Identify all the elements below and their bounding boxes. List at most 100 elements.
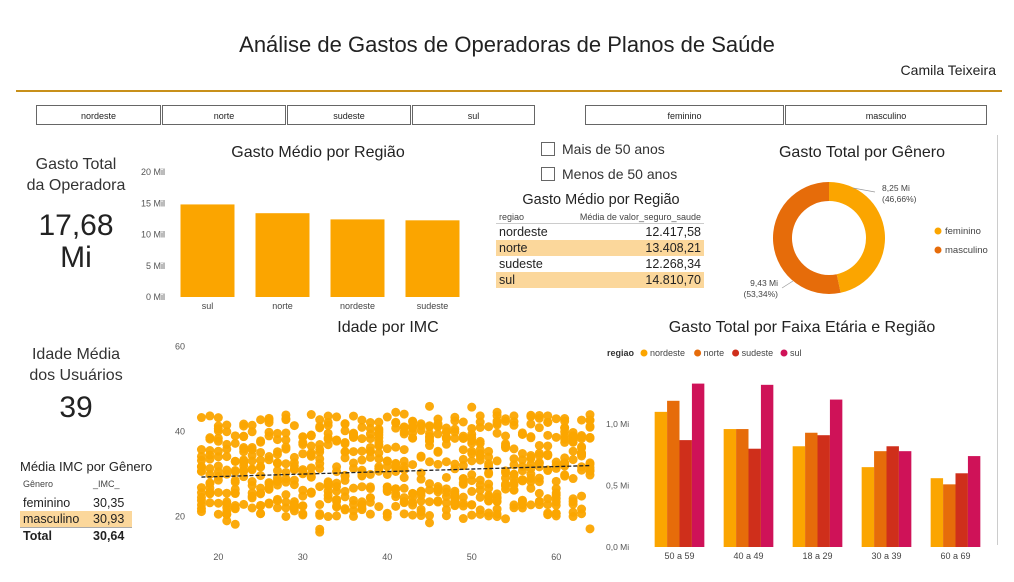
x-tick-label: 30 — [298, 552, 308, 562]
imc-header-row: Gênero _IMC_ — [20, 478, 132, 490]
scatter-point — [501, 468, 511, 478]
scatter-point — [568, 499, 578, 509]
scatter-point — [332, 462, 342, 472]
scatter-point — [458, 445, 468, 455]
scatter-point — [467, 436, 477, 446]
scatter-point — [475, 451, 485, 461]
scatter-point — [332, 495, 342, 505]
scatter-point — [272, 480, 282, 490]
scatter-point — [458, 417, 468, 427]
scatter-point — [450, 416, 460, 426]
scatter-point — [256, 447, 266, 457]
scatter-point — [222, 427, 232, 437]
scatter-point — [298, 438, 308, 448]
scatter-point — [526, 483, 536, 493]
scatter-point — [391, 417, 401, 427]
scatter-point — [382, 444, 392, 454]
scatter-point — [450, 464, 460, 474]
scatter-point — [256, 437, 266, 447]
scatter-point — [298, 485, 308, 495]
scatter-point — [433, 484, 443, 494]
scatter-point — [577, 434, 587, 444]
scatter-point — [374, 502, 384, 512]
scatter-point — [585, 465, 595, 475]
bar — [817, 435, 830, 547]
scatter-point — [475, 509, 485, 519]
trend-line — [201, 464, 591, 478]
scatter-point — [332, 511, 342, 521]
scatter-point — [365, 469, 375, 479]
table-row[interactable]: sudeste 12.268,34 — [496, 256, 704, 272]
scatter-point — [230, 431, 240, 441]
scatter-point — [205, 411, 215, 421]
slicer-gender-masculino[interactable]: masculino — [785, 105, 987, 125]
imc-row[interactable]: feminino 30,35 — [20, 490, 132, 511]
checkbox-under-50-label: Menos de 50 anos — [562, 166, 678, 182]
y-tick-label: 60 — [175, 341, 185, 351]
scatter-point — [399, 473, 409, 483]
scatter-point — [256, 455, 266, 465]
scatter-point — [433, 429, 443, 439]
scatter-point — [230, 467, 240, 477]
bar — [255, 213, 310, 297]
scatter-point — [357, 455, 367, 465]
scatter-point — [391, 459, 401, 469]
y-tick-label: 15 Mil — [141, 198, 165, 208]
slicer-gender-feminino[interactable]: feminino — [585, 105, 784, 125]
bar — [829, 399, 843, 547]
scatter-point — [526, 459, 536, 469]
legend-label: feminino — [945, 226, 981, 237]
scatter-point — [247, 427, 257, 437]
scatter-point — [357, 446, 367, 456]
table-row[interactable]: nordeste 12.417,58 — [496, 224, 704, 241]
scatter-point — [306, 487, 316, 497]
scatter-point — [272, 447, 282, 457]
table-cell-regiao: norte — [499, 241, 528, 255]
scatter-point — [560, 416, 570, 426]
checkbox-under-50[interactable]: Menos de 50 anos — [541, 166, 677, 182]
card-total-label-2: da Operadora — [26, 177, 126, 194]
scatter-point — [348, 511, 358, 521]
slicer-region-nordeste[interactable]: nordeste — [36, 105, 161, 125]
scatter-point — [340, 471, 350, 481]
slicer-region-norte[interactable]: norte — [162, 105, 286, 125]
legend-marker — [934, 227, 942, 235]
scatter-point — [534, 496, 544, 506]
x-tick-label: 18 a 29 — [802, 551, 832, 561]
scatter-point — [509, 444, 519, 454]
slice-label-masculino: 9,43 Mi — [750, 278, 778, 288]
scrollbar-track[interactable] — [997, 135, 998, 545]
scatter-point — [585, 416, 595, 426]
scatter-point — [492, 428, 502, 438]
donut-gender-title: Gasto Total por Gênero — [778, 144, 946, 161]
scatter-point — [196, 445, 206, 455]
imc-row[interactable]: masculino 30,93 — [20, 511, 132, 528]
checkbox-over-50[interactable]: Mais de 50 anos — [541, 141, 665, 157]
scatter-points — [196, 401, 595, 537]
scatter-point — [382, 485, 392, 495]
slicer-region-sul[interactable]: sul — [412, 105, 535, 125]
table-cell-regiao: sudeste — [499, 257, 543, 271]
scatter-point — [196, 413, 206, 423]
table-row[interactable]: sul 14.810,70 — [496, 272, 704, 288]
x-tick-label: 50 a 59 — [664, 551, 694, 561]
scatter-point — [560, 458, 570, 468]
slicer-region-sudeste[interactable]: sudeste — [287, 105, 411, 125]
table-header-media: Média de valor_seguro_saude — [579, 212, 701, 222]
scatter-point — [205, 446, 215, 456]
bar — [886, 446, 899, 547]
scatter-point — [433, 459, 443, 469]
scatter-point — [433, 422, 443, 432]
scatter-point — [577, 451, 587, 461]
checkbox-box-icon[interactable] — [541, 167, 555, 181]
scatter-point — [484, 496, 494, 506]
scatter-point — [222, 516, 232, 526]
scatter-point — [517, 475, 527, 485]
imc-header-genero: Gênero — [23, 479, 54, 489]
scatter-point — [281, 442, 291, 452]
table-row[interactable]: norte 13.408,21 — [496, 240, 704, 256]
scatter-point — [526, 410, 536, 420]
scatter-point — [315, 482, 325, 492]
table-region-title: Gasto Médio por Região — [522, 192, 680, 208]
checkbox-box-icon[interactable] — [541, 142, 555, 156]
